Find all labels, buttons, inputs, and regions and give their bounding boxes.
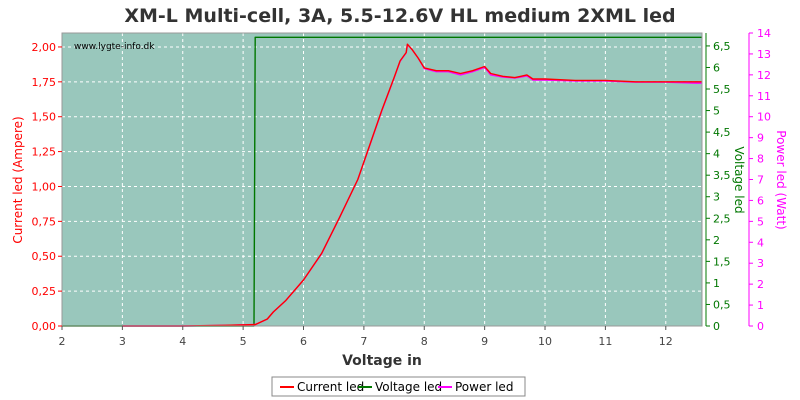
y-right-voltage-tick-label: 1,5 [713, 255, 731, 268]
legend-label: Current led [297, 380, 364, 394]
y-right-power-tick-label: 6 [757, 194, 764, 207]
legend-item-power-led: Power led [438, 380, 513, 394]
y-right-power-tick-label: 13 [757, 48, 771, 61]
y-right-voltage-tick-label: 0,5 [713, 298, 731, 311]
legend: Current led Voltage led Power led [271, 376, 526, 397]
y-right-voltage-tick-label: 2,5 [713, 212, 731, 225]
legend-item-current-led: Current led [280, 380, 364, 394]
x-tick-label: 12 [659, 335, 673, 348]
x-axis: 2 3 4 5 6 7 8 9 10 11 12 [59, 326, 673, 348]
y-right-voltage-tick-label: 5 [713, 105, 720, 118]
y-right-voltage-tick-label: 3,5 [713, 169, 731, 182]
legend-box [271, 376, 526, 397]
y-left-tick-label: 1,50 [32, 111, 57, 124]
x-tick-label: 3 [119, 335, 126, 348]
y-left-tick-label: 0,25 [32, 285, 57, 298]
y-right-voltage-tick-label: 3 [713, 191, 720, 204]
y-right-power-tick-label: 14 [757, 27, 771, 40]
x-tick-label: 9 [481, 335, 488, 348]
y-axis-right-voltage: 0 0,5 1 1,5 2 2,5 3 3,5 4 4,5 5 5,5 6 6,5 [705, 33, 731, 333]
y-left-tick-label: 1,75 [32, 76, 57, 89]
legend-item-voltage-led: Voltage led [358, 380, 442, 394]
y-axis-left-label: Current led (Ampere) [11, 116, 25, 243]
y-left-tick-label: 0,00 [32, 320, 57, 333]
x-tick-label: 2 [59, 335, 66, 348]
y-right-power-tick-label: 12 [757, 69, 771, 82]
y-right-voltage-tick-label: 2 [713, 234, 720, 247]
y-right-voltage-tick-label: 5,5 [713, 83, 731, 96]
y-right-voltage-tick-label: 4 [713, 148, 720, 161]
y-right-power-tick-label: 2 [757, 278, 764, 291]
plot-area [62, 33, 702, 326]
x-tick-label: 7 [360, 335, 367, 348]
x-tick-label: 5 [240, 335, 247, 348]
y-right-power-tick-label: 8 [757, 153, 764, 166]
x-tick-label: 4 [179, 335, 186, 348]
x-tick-label: 11 [598, 335, 612, 348]
y-left-tick-label: 2,00 [32, 41, 57, 54]
y-left-tick-label: 1,00 [32, 180, 57, 193]
watermark: www.lygte-info.dk [74, 42, 155, 52]
y-right-voltage-tick-label: 4,5 [713, 126, 731, 139]
chart-title: XM-L Multi-cell, 3A, 5.5-12.6V HL medium… [124, 5, 675, 27]
y-axis-left: 0,00 0,25 0,50 0,75 1,00 1,25 1,50 1,75 2,00 [32, 41, 62, 333]
y-right-voltage-tick-label: 6,5 [713, 40, 731, 53]
legend-label: Voltage led [375, 380, 442, 394]
series-line-current-led [122, 43, 702, 327]
y-left-tick-label: 0,50 [32, 250, 57, 263]
y-right-power-tick-label: 0 [757, 320, 764, 333]
y-right-power-tick-label: 10 [757, 111, 771, 124]
y-axis-right-voltage-label: Voltage led [732, 146, 746, 213]
y-right-power-tick-label: 7 [757, 174, 764, 187]
x-tick-label: 10 [538, 335, 552, 348]
grid [61, 33, 702, 327]
y-right-voltage-tick-label: 1 [713, 277, 720, 290]
y-right-power-tick-label: 5 [757, 215, 764, 228]
y-left-tick-label: 1,25 [32, 146, 57, 159]
y-right-power-tick-label: 9 [757, 132, 764, 145]
y-axis-right-power-label: Power led (Watt) [774, 130, 788, 229]
y-right-power-tick-label: 3 [757, 257, 764, 270]
legend-label: Power led [455, 380, 513, 394]
y-right-voltage-tick-label: 0 [713, 320, 720, 333]
y-right-voltage-tick-label: 6 [713, 61, 720, 74]
x-axis-label: Voltage in [342, 353, 422, 369]
y-right-power-tick-label: 11 [757, 90, 771, 103]
y-right-power-tick-label: 4 [757, 236, 764, 249]
y-right-power-tick-label: 1 [757, 299, 764, 312]
x-tick-label: 8 [421, 335, 428, 348]
x-tick-label: 6 [300, 335, 307, 348]
y-left-tick-label: 0,75 [32, 215, 57, 228]
plot-border [61, 32, 703, 327]
